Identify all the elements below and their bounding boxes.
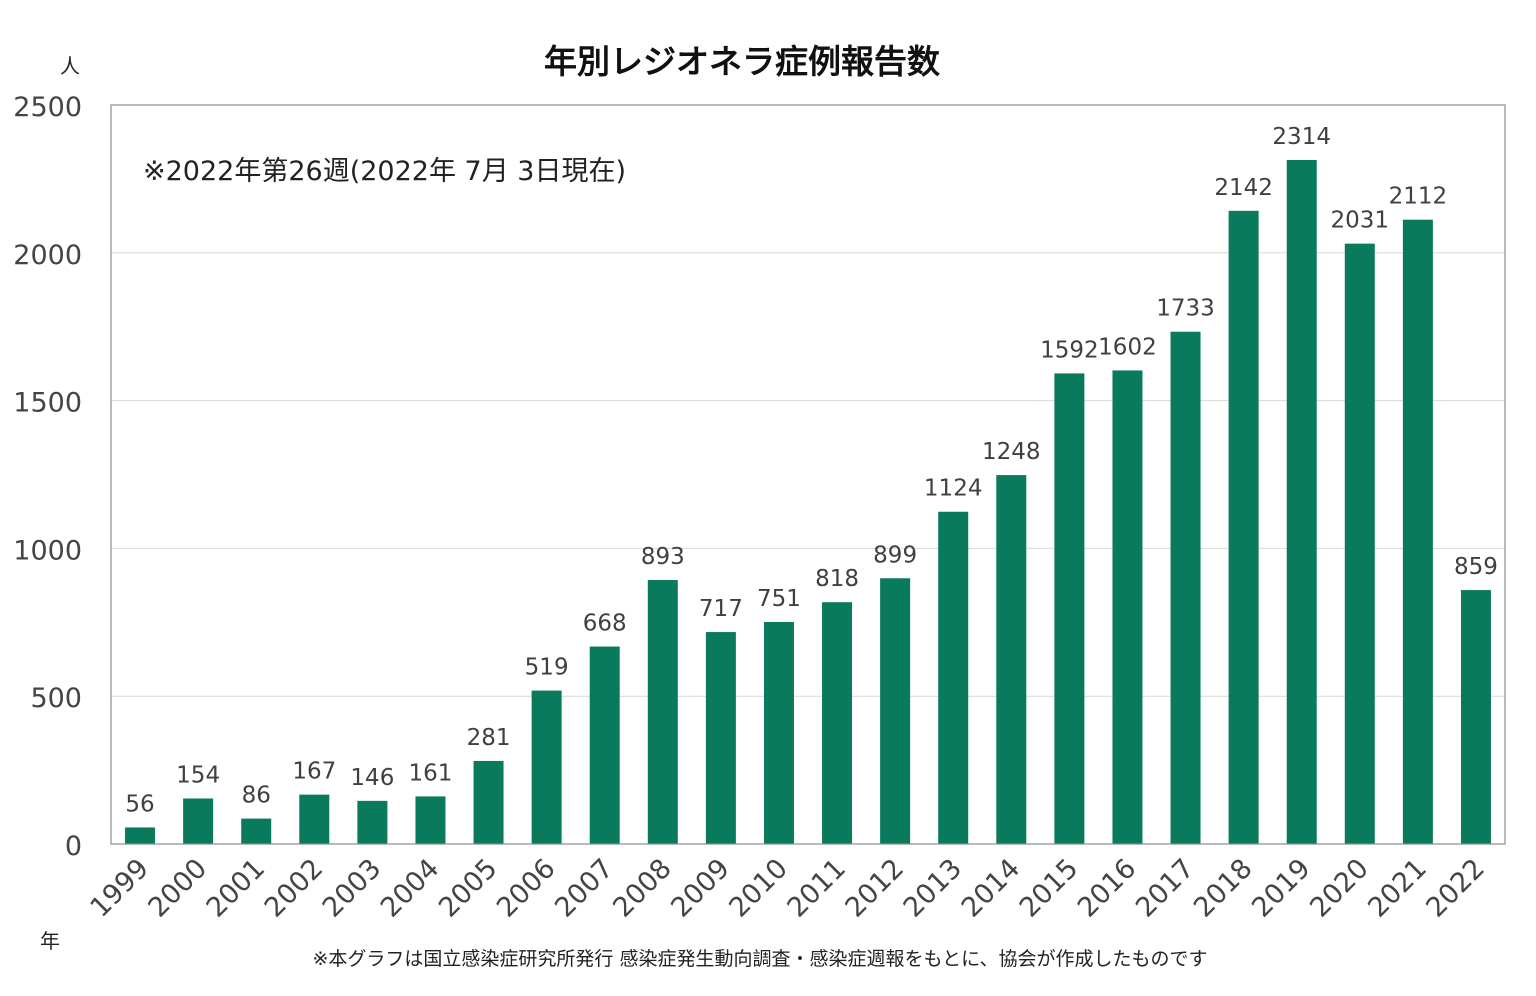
y-tick-label: 2000 [13, 240, 82, 271]
bar-2016 [1112, 370, 1143, 844]
x-tick-label-2018: 2018 [1188, 853, 1259, 924]
x-tick-label-2004: 2004 [375, 853, 446, 924]
bar-2009 [705, 632, 736, 844]
bar-2010 [763, 622, 794, 844]
bar-2005 [473, 760, 504, 844]
x-tick-label-2010: 2010 [723, 853, 794, 924]
bar-2007 [589, 646, 620, 844]
data-label-2005: 281 [467, 725, 511, 751]
data-label-2002: 167 [292, 759, 336, 785]
x-tick-label-2016: 2016 [1072, 853, 1143, 924]
y-tick-label: 1000 [13, 535, 82, 566]
x-tick-label-2003: 2003 [317, 853, 388, 924]
bar-2021 [1402, 219, 1433, 844]
bar-2008 [647, 580, 678, 844]
y-axis-unit-label: 人 [60, 54, 80, 78]
bar-2013 [938, 511, 969, 844]
data-label-2008: 893 [641, 544, 685, 570]
data-label-2016: 1602 [1098, 334, 1157, 360]
data-label-1999: 56 [125, 791, 154, 817]
bar-2019 [1286, 159, 1317, 845]
data-label-2017: 1733 [1156, 296, 1215, 322]
data-label-2015: 1592 [1040, 337, 1099, 363]
data-label-2009: 717 [699, 596, 743, 622]
data-label-2001: 86 [242, 783, 271, 809]
x-tick-label-2005: 2005 [433, 853, 504, 924]
bar-2011 [822, 602, 853, 844]
bar-2020 [1344, 243, 1375, 844]
annotation-note: ※2022年第26週(2022年 7月 3日現在) [143, 156, 626, 187]
data-label-2010: 751 [757, 586, 801, 612]
data-label-2012: 899 [873, 542, 917, 568]
bar-2015 [1054, 373, 1085, 844]
data-label-2006: 519 [525, 655, 569, 681]
x-tick-labels: 1999200020012002200320042005200620072008… [84, 853, 1490, 924]
gridlines [111, 252, 1505, 697]
bars [125, 159, 1491, 845]
data-label-2020: 2031 [1331, 208, 1390, 234]
x-tick-label-2007: 2007 [549, 853, 620, 924]
x-tick-label-2020: 2020 [1304, 853, 1375, 924]
x-tick-label-2008: 2008 [607, 853, 678, 924]
x-tick-label-1999: 1999 [84, 853, 155, 924]
bar-2000 [183, 798, 214, 844]
bar-2004 [415, 796, 446, 844]
x-tick-label-2014: 2014 [956, 853, 1027, 924]
chart-title: 年別レジオネラ症例報告数 [544, 42, 941, 81]
data-label-2018: 2142 [1214, 175, 1273, 201]
data-label-2011: 818 [815, 566, 859, 592]
bar-2022 [1460, 590, 1491, 844]
data-label-2022: 859 [1454, 554, 1498, 580]
x-axis-unit-label: 年 [40, 929, 60, 953]
bar-2003 [357, 800, 388, 844]
x-tick-label-2001: 2001 [201, 853, 272, 924]
y-tick-label: 2500 [13, 92, 82, 123]
data-label-2003: 146 [350, 765, 394, 791]
data-label-2013: 1124 [924, 476, 983, 502]
x-tick-label-2013: 2013 [898, 853, 969, 924]
y-tick-label: 1500 [13, 388, 82, 419]
plot-area-frame [110, 104, 1506, 845]
y-tick-label: 0 [65, 831, 82, 862]
data-label-2000: 154 [176, 762, 220, 788]
footnote: ※本グラフは国立感染症研究所発行 感染症発生動向調査・感染症週報をもとに、協会が… [312, 948, 1207, 970]
data-labels: 56 154 86 167 146 161 281 519 668 893 717 751 818 899… [125, 124, 1498, 817]
x-tick-label-2006: 2006 [491, 853, 562, 924]
data-label-2004: 161 [409, 760, 453, 786]
bar-2017 [1170, 331, 1201, 844]
y-tick-label: 500 [30, 683, 82, 714]
data-label-2014: 1248 [982, 439, 1041, 465]
x-tick-label-2022: 2022 [1420, 853, 1491, 924]
x-tick-label-2012: 2012 [840, 853, 911, 924]
bar-2006 [531, 690, 562, 844]
data-label-2019: 2314 [1272, 124, 1331, 150]
bar-2002 [299, 794, 330, 844]
bar-2012 [880, 578, 911, 844]
y-tick-labels: 0 500 1000 1500 2000 2500 [13, 92, 82, 862]
x-tick-label-2021: 2021 [1362, 853, 1433, 924]
bar-2014 [996, 475, 1027, 844]
x-tick-label-2011: 2011 [781, 853, 852, 924]
x-tick-label-2002: 2002 [259, 853, 330, 924]
x-tick-label-2017: 2017 [1130, 853, 1201, 924]
x-tick-label-2009: 2009 [665, 853, 736, 924]
data-label-2007: 668 [583, 611, 627, 637]
x-tick-label-2000: 2000 [143, 853, 214, 924]
data-label-2021: 2112 [1389, 184, 1448, 210]
bar-1999 [125, 827, 156, 844]
x-tick-label-2015: 2015 [1014, 853, 1085, 924]
x-tick-label-2019: 2019 [1246, 853, 1317, 924]
bar-2018 [1228, 210, 1259, 844]
bar-2001 [241, 818, 272, 844]
